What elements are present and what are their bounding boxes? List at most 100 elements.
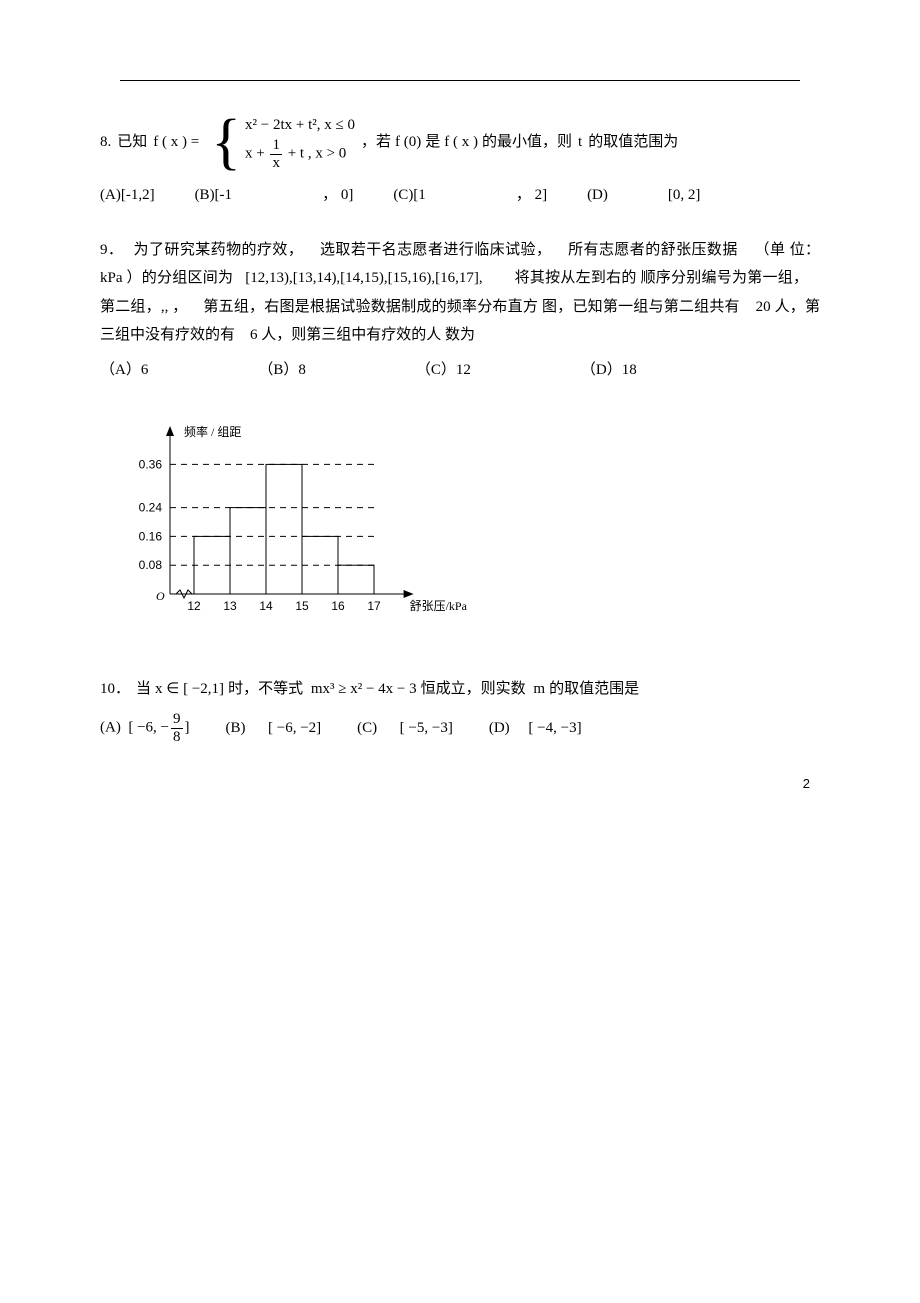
q8-f0: f (0) <box>395 128 421 157</box>
q8-mid: ，若 <box>361 128 391 157</box>
brace-icon: { <box>211 111 241 173</box>
q8-opt-c-post: ， 2] <box>516 187 547 203</box>
q10-t-b: 时，不等式 <box>228 675 303 704</box>
svg-text:16: 16 <box>331 599 345 613</box>
q9-t-j: 第五组，右图是根据试验数据制成的频率分布直方 <box>203 299 538 315</box>
q10-opt-a-r: ] <box>185 719 190 735</box>
q10-opt-d: (D) [ −4, −3] <box>489 714 582 743</box>
q9-opt-a-val: 6 <box>141 362 149 378</box>
q10-xrange: x ∈ [ −2,1] <box>155 675 224 704</box>
q10-opt-d-pre: (D) <box>489 720 510 736</box>
q8-opt-a: (A)[-1,2] <box>100 181 155 210</box>
q9-opt-a: （A）6 <box>100 356 148 385</box>
q9-t-e: 位： <box>790 242 820 258</box>
q9-number: 9． <box>100 242 123 258</box>
q10-opt-a-num: 9 <box>171 711 183 729</box>
q10-opt-a-pre: (A) <box>100 719 121 735</box>
q8-opt-c-pre: (C)[1 <box>393 187 426 203</box>
q8-number: 8. <box>100 128 111 157</box>
q10-number: 10． <box>100 675 130 704</box>
q10-opt-a-frac: 98 <box>171 711 183 745</box>
q9-opt-b-pre: （B） <box>258 362 298 378</box>
question-8: 8. 已知 f ( x ) = { x² − 2tx + t², x ≤ 0 x… <box>100 111 820 210</box>
q8-suffix: 的最小值，则 <box>482 128 572 157</box>
q9-intervals: [12,13),[13,14),[14,15),[15,16),[16,17], <box>245 270 482 286</box>
q10-m: m <box>533 675 545 704</box>
q8-opt-d-pre: (D) <box>587 187 608 203</box>
svg-text:17: 17 <box>367 599 381 613</box>
q8-fx: f ( x ) <box>444 128 478 157</box>
svg-text:0.08: 0.08 <box>139 558 163 572</box>
q9-t-n: 数为 <box>445 327 475 343</box>
q10-opt-a-den: 8 <box>171 729 183 746</box>
q8-pw2-frac: 1 x <box>270 137 282 171</box>
svg-text:12: 12 <box>187 599 201 613</box>
q8-pw2-frac-num: 1 <box>270 137 282 155</box>
q9-t-c: 所有志愿者的舒张压数据 <box>568 242 738 258</box>
q8-opt-b-pre: (B)[-1 <box>195 187 233 203</box>
q10-opt-b-rng: [ −6, −2] <box>268 720 321 736</box>
q8-opt-d-post: [0, 2] <box>668 187 701 203</box>
svg-text:0.36: 0.36 <box>139 457 163 471</box>
q10-opt-d-rng: [ −4, −3] <box>528 720 581 736</box>
q9-t-i: 第二组，,, ， <box>100 299 188 315</box>
q10-opt-b-pre: (B) <box>226 720 246 736</box>
svg-text:14: 14 <box>259 599 273 613</box>
q10-opt-c: (C) [ −5, −3] <box>357 714 453 743</box>
q9-t-f: ）的分组区间为 <box>127 270 234 286</box>
q10-opt-a-l: [ −6, − <box>128 719 169 735</box>
q8-prefix: 已知 <box>117 128 147 157</box>
q9-opt-c-pre: （C） <box>416 362 456 378</box>
q8-pw2-a: x + <box>245 145 265 161</box>
q8-opt-c: (C)[1 ， 2] <box>393 181 547 210</box>
q9-opt-b-val: 8 <box>298 362 306 378</box>
svg-text:O: O <box>156 589 165 603</box>
q9-opt-c: （C）12 <box>416 356 471 385</box>
q9-t-g: 将其按从左到右的 <box>515 270 637 286</box>
q10-stem: 10． 当 x ∈ [ −2,1] 时，不等式 mx³ ≥ x² − 4x − … <box>100 675 820 704</box>
page-number: 2 <box>803 776 810 791</box>
top-rule <box>120 80 800 81</box>
q10-opt-c-rng: [ −5, −3] <box>400 720 453 736</box>
q10-t-d: 的取值范围是 <box>549 675 639 704</box>
q9-20: 20 <box>756 299 771 315</box>
svg-text:15: 15 <box>295 599 309 613</box>
q9-options: （A）6 （B）8 （C）12 （D）18 <box>100 356 820 385</box>
q9-opt-a-pre: （A） <box>100 362 141 378</box>
q10-t-a: 当 <box>136 675 151 704</box>
q9-t-b: 选取若干名志愿者进行临床试验， <box>320 242 551 258</box>
page: 8. 已知 f ( x ) = { x² − 2tx + t², x ≤ 0 x… <box>0 0 920 811</box>
svg-text:0.24: 0.24 <box>139 501 163 515</box>
q10-opt-a: (A) [ −6, −98] <box>100 711 190 745</box>
q9-opt-d-pre: （D） <box>581 362 622 378</box>
q9-histogram: O频率 / 组距舒张压/kPa0.080.160.240.36121314151… <box>110 414 820 645</box>
q9-t-k: 图，已知第一组与第二组共有 <box>542 299 740 315</box>
q8-shi: 是 <box>425 128 440 157</box>
question-9: 9． 为了研究某药物的疗效， 选取若干名志愿者进行临床试验， 所有志愿者的舒张压… <box>100 236 820 645</box>
q9-opt-d: （D）18 <box>581 356 637 385</box>
q8-pw2-frac-den: x <box>270 155 282 172</box>
q9-t-h: 顺序分别编号为第一组， <box>641 270 809 286</box>
q8-stem: 8. 已知 f ( x ) = { x² − 2tx + t², x ≤ 0 x… <box>100 111 820 173</box>
question-10: 10． 当 x ∈ [ −2,1] 时，不等式 mx³ ≥ x² − 4x − … <box>100 675 820 746</box>
q8-opt-b-post: ， 0] <box>322 187 353 203</box>
q10-t-c: 恒成立，则实数 <box>421 675 526 704</box>
q8-fx-eq: f ( x ) = <box>153 128 199 157</box>
histogram-svg: O频率 / 组距舒张压/kPa0.080.160.240.36121314151… <box>110 414 470 634</box>
q9-6: 6 <box>250 327 258 343</box>
svg-text:频率 / 组距: 频率 / 组距 <box>184 424 241 439</box>
q9-opt-b: （B）8 <box>258 356 306 385</box>
q10-ineq: mx³ ≥ x² − 4x − 3 <box>311 675 417 704</box>
q9-stem: 9． 为了研究某药物的疗效， 选取若干名志愿者进行临床试验， 所有志愿者的舒张压… <box>100 236 820 350</box>
svg-text:0.16: 0.16 <box>139 529 163 543</box>
q9-t-m: 人，则第三组中有疗效的人 <box>261 327 441 343</box>
q8-pw-line-1: x² − 2tx + t², x ≤ 0 <box>245 113 355 137</box>
q9-t-a: 为了研究某药物的疗效， <box>134 242 304 258</box>
q8-options: (A)[-1,2] (B)[-1 ， 0] (C)[1 ， 2] (D) [0, 2] <box>100 181 820 210</box>
q9-opt-c-val: 12 <box>456 362 471 378</box>
q10-opt-b: (B) [ −6, −2] <box>226 714 322 743</box>
q9-t-d: （单 <box>755 242 786 258</box>
q8-piecewise: { x² − 2tx + t², x ≤ 0 x + 1 x + t , x >… <box>211 111 355 173</box>
q8-pw2-b: + t , x > 0 <box>288 145 347 161</box>
q8-pw-line-2: x + 1 x + t , x > 0 <box>245 137 355 171</box>
